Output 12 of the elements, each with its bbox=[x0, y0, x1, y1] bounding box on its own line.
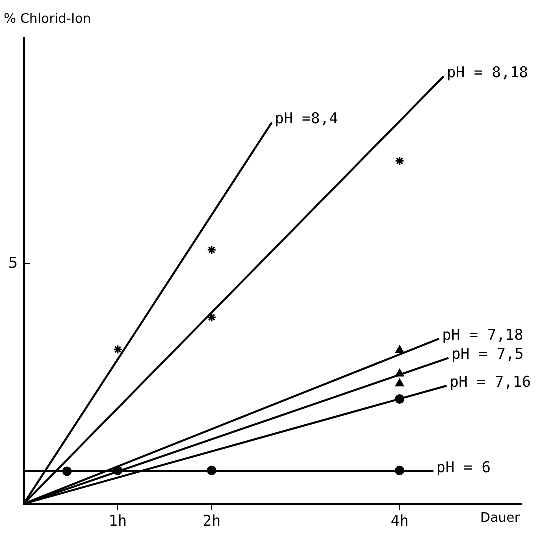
series-label: pH = 7,18 bbox=[442, 326, 524, 344]
series-label: pH =8,4 bbox=[275, 110, 338, 128]
y-axis-title: % Chlorid-Ion bbox=[4, 12, 92, 27]
x-tick-label: 2h bbox=[202, 512, 221, 530]
series-label: pH = 6 bbox=[436, 458, 491, 476]
x-axis-title: Dauer bbox=[480, 510, 521, 526]
x-tick-label: 1h bbox=[108, 512, 127, 530]
series-label: pH = 7,16 bbox=[450, 372, 532, 391]
series-label: pH = 8,18 bbox=[447, 63, 528, 82]
series-label: pH = 7,5 bbox=[452, 345, 524, 364]
text: 5 bbox=[8, 254, 18, 272]
x-tick-label: 4h bbox=[390, 512, 409, 530]
